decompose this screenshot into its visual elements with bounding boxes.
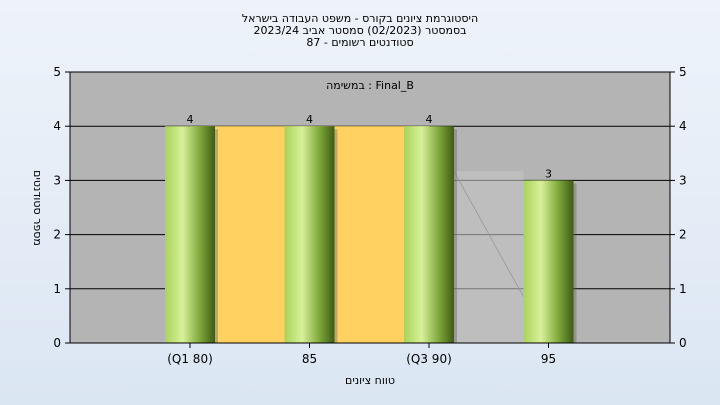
y-tick-label-left-3: 3 <box>53 173 61 187</box>
y-tick-label-left-5: 5 <box>53 65 61 79</box>
chart-title: היסטוגרמת ציונים בקורס - משפט העבודה ביש… <box>242 12 478 49</box>
x-tick-label-1: 85 <box>302 352 317 366</box>
shade-region <box>454 171 524 343</box>
bar-value-label-2: 4 <box>426 113 433 126</box>
x-tick-label-2: (Q3 90) <box>406 352 452 366</box>
y-tick-label-left-4: 4 <box>53 119 61 133</box>
bar-0 <box>165 126 215 343</box>
y-tick-label-right-1: 1 <box>679 282 687 296</box>
chart-title-line-2: בסמסטר (02/2023) סמסטר אביב 2023/24 <box>253 24 466 37</box>
annotation-label: במשימה : Final_B <box>326 79 414 92</box>
y-tick-label-right-4: 4 <box>679 119 687 133</box>
y-tick-label-left-1: 1 <box>53 282 61 296</box>
y-tick-label-left-0: 0 <box>53 336 61 350</box>
y-tick-label-left-2: 2 <box>53 228 61 242</box>
y-tick-label-right-3: 3 <box>679 173 687 187</box>
bar-3 <box>523 180 574 343</box>
x-tick-label-3: 95 <box>541 352 556 366</box>
chart-title-line-3: סטודנטים רשומים - 87 <box>306 36 413 49</box>
x-axis-title: טווח ציונים <box>345 374 395 387</box>
bar-value-label-0: 4 <box>187 113 194 126</box>
y-axis-title: מספר סטודנטים <box>31 170 44 246</box>
bar-1 <box>284 126 335 343</box>
y-tick-label-right-5: 5 <box>679 65 687 79</box>
x-tick-label-0: (Q1 80) <box>167 352 213 366</box>
chart-title-line-1: היסטוגרמת ציונים בקורס - משפט העבודה ביש… <box>242 12 478 25</box>
y-tick-label-right-0: 0 <box>679 336 687 350</box>
bar-value-label-3: 3 <box>545 167 552 180</box>
bar-value-label-1: 4 <box>306 113 313 126</box>
bar-2 <box>404 126 454 343</box>
y-tick-label-right-2: 2 <box>679 228 687 242</box>
